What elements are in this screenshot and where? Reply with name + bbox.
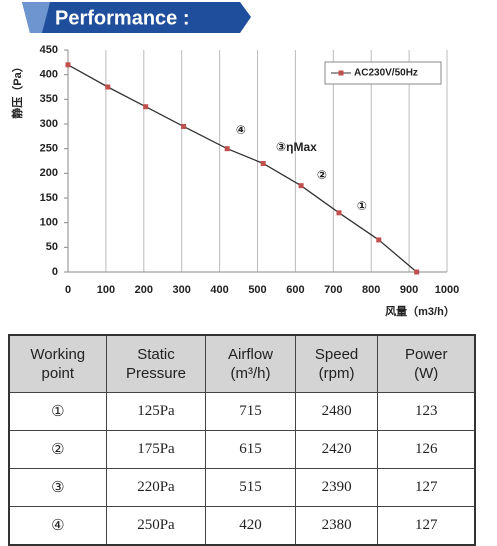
legend-label: AC230V/50Hz [354, 68, 418, 79]
table-row: ② 175Pa 615 2420 126 [8, 430, 476, 469]
y-tick-label: 50 [46, 241, 58, 253]
page-title: Performance : [55, 7, 190, 29]
x-axis-label: 风量（m3/h） [385, 304, 455, 318]
data-point [336, 210, 342, 216]
table-cell: ④ [8, 506, 107, 546]
data-point [105, 84, 111, 90]
x-tick-label: 0 [65, 284, 71, 296]
table-cell: 250Pa [105, 506, 207, 546]
y-tick-label: 400 [40, 69, 58, 81]
header-cell: Airflow (m³/h) [205, 334, 296, 393]
table-row: ③ 220Pa 515 2390 127 [8, 468, 476, 507]
annotation: ① [357, 199, 367, 213]
table-row: ④ 250Pa 420 2380 127 [8, 506, 476, 546]
header-text: (m³/h) [230, 365, 271, 382]
y-tick-label: 0 [52, 266, 58, 278]
table-cell: ③ [8, 468, 107, 507]
table-cell: 125Pa [105, 392, 207, 431]
x-tick-label: 200 [135, 284, 153, 296]
x-tick-label: 900 [400, 284, 418, 296]
data-point [224, 146, 230, 152]
table-cell: 127 [377, 506, 476, 546]
table-cell: 123 [377, 392, 476, 431]
legend-box [324, 61, 442, 85]
table-cell: 420 [205, 506, 296, 546]
banner-accent [22, 2, 50, 33]
data-point [376, 237, 382, 243]
header-text: (rpm) [318, 365, 355, 382]
header-text: Pressure [125, 365, 186, 382]
x-tick-label: 300 [173, 284, 191, 296]
x-tick-label: 400 [210, 284, 228, 296]
data-point [414, 269, 420, 275]
table-cell: 127 [377, 468, 476, 507]
table-cell: 2480 [294, 392, 379, 431]
x-tick-label: 100 [97, 284, 115, 296]
header-cell: Speed (rpm) [294, 334, 379, 393]
data-point [181, 123, 187, 129]
table-cell: 515 [205, 468, 296, 507]
header-text: Working [30, 346, 86, 363]
table-cell: ① [8, 392, 107, 431]
table-cell: 126 [377, 430, 476, 469]
legend-marker [338, 70, 344, 76]
y-tick-label: 200 [40, 167, 58, 179]
y-axis-label: 静压（Pa） [10, 61, 24, 118]
table-cell: 615 [205, 430, 296, 469]
header-text: point [41, 365, 75, 382]
data-point [298, 183, 304, 189]
chart: Performance : 静压（Pa） 风量（m3/h） 0 100 200 300… [10, 2, 459, 318]
y-tick-label: 100 [40, 217, 58, 229]
header-text: (W) [414, 365, 439, 382]
annotation: ④ [236, 123, 246, 137]
data-point [260, 160, 266, 166]
y-tick-label: 450 [40, 44, 58, 56]
series-line [67, 64, 418, 273]
y-tick-label: 150 [40, 192, 58, 204]
header-cell: Power (W) [377, 334, 476, 393]
header-cell: Working point [8, 334, 107, 393]
header-cell: Static Pressure [105, 334, 207, 393]
table-cell: 220Pa [105, 468, 207, 507]
y-tick-label: 300 [40, 118, 58, 130]
header-row: Working point Static Pressure Airflow (m³/h) S… [8, 334, 476, 393]
table-cell: 2420 [294, 430, 379, 469]
x-tick-label: 800 [362, 284, 380, 296]
title-banner [22, 2, 251, 33]
header-text: Airflow [227, 346, 273, 363]
x-tick-label: 500 [248, 284, 266, 296]
table-cell: 2390 [294, 468, 379, 507]
table-cell: 715 [205, 392, 296, 431]
data-point [65, 62, 71, 68]
x-tick-label: 600 [286, 284, 304, 296]
table-cell: 175Pa [105, 430, 207, 469]
table-cell: ② [8, 430, 107, 469]
annotation: ③ηMax [276, 140, 317, 154]
annotation: ② [317, 168, 327, 182]
header-text: Static [137, 346, 175, 363]
y-tick-label: 350 [40, 93, 58, 105]
table-row: ① 125Pa 715 2480 123 [8, 392, 476, 431]
table-cell: 2380 [294, 506, 379, 546]
y-tick-label: 250 [40, 143, 58, 155]
data-point [143, 104, 149, 110]
header-text: Power [404, 346, 448, 363]
x-tick-label: 1000 [435, 284, 459, 296]
x-tick-label: 700 [324, 284, 342, 296]
header-text: Speed [314, 346, 359, 363]
performance-table: Working point Static Pressure Airflow (m³/h) S… [8, 334, 476, 546]
